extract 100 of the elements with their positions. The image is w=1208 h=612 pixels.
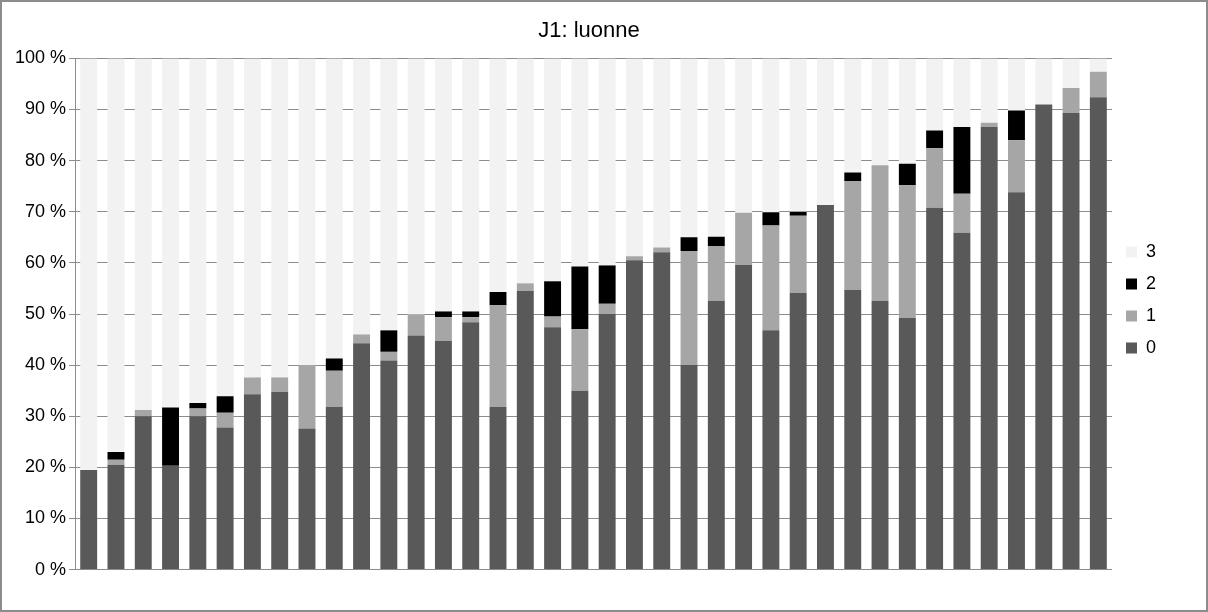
bar <box>571 329 589 391</box>
bar <box>653 252 671 570</box>
bar <box>762 212 780 226</box>
bar <box>789 58 807 212</box>
bar <box>80 58 98 470</box>
y-tick-label: 100 % <box>14 47 67 68</box>
bar <box>926 148 944 208</box>
bar <box>325 407 343 570</box>
bar <box>1008 58 1025 111</box>
bar <box>980 58 998 123</box>
y-tick-label: 80 % <box>25 149 67 170</box>
bar <box>434 58 452 312</box>
bar <box>817 58 834 206</box>
legend-label: 3 <box>1145 240 1156 261</box>
bar <box>571 58 589 267</box>
y-tick-label: 50 % <box>25 302 67 323</box>
bar <box>1035 58 1053 105</box>
bar <box>680 237 698 252</box>
bar <box>325 370 343 408</box>
y-tick-label: 30 % <box>25 405 67 426</box>
bar <box>189 408 207 417</box>
bar <box>189 416 207 570</box>
bar <box>107 464 125 570</box>
bar <box>434 341 452 570</box>
bar <box>434 317 452 342</box>
bar <box>380 58 398 331</box>
bar <box>707 300 725 570</box>
bar <box>243 58 261 378</box>
bar <box>653 58 671 248</box>
bar <box>844 181 862 290</box>
bar <box>898 163 916 186</box>
bar <box>926 58 944 131</box>
bar <box>762 58 780 213</box>
bar <box>325 58 343 359</box>
y-tick-label: 40 % <box>25 354 67 375</box>
bar <box>107 58 125 453</box>
bar <box>216 412 234 428</box>
bar <box>598 58 616 266</box>
bar <box>298 428 316 570</box>
bar <box>544 281 562 317</box>
bar <box>844 58 862 173</box>
bar <box>189 58 207 403</box>
bar <box>353 334 371 344</box>
bar <box>598 265 616 304</box>
bar <box>707 236 725 247</box>
bar <box>707 246 725 301</box>
y-tick-label: 70 % <box>25 200 67 221</box>
bar <box>216 427 234 570</box>
bar <box>489 305 507 408</box>
bar <box>462 58 480 312</box>
bar <box>162 465 180 570</box>
bar <box>1089 71 1107 98</box>
bar <box>735 264 753 570</box>
bar <box>325 358 343 371</box>
bar <box>762 225 780 331</box>
bar <box>489 407 507 570</box>
bar <box>789 293 807 570</box>
bar <box>216 58 234 397</box>
bar <box>407 58 425 315</box>
bar <box>898 185 916 319</box>
bar <box>134 416 152 570</box>
bar <box>571 266 589 330</box>
bar <box>871 165 889 301</box>
bar <box>625 260 643 570</box>
bar <box>271 58 289 378</box>
bar <box>598 314 616 570</box>
bar <box>162 58 180 408</box>
bar <box>134 410 152 417</box>
bar <box>353 58 371 335</box>
bar <box>762 330 780 570</box>
bar <box>516 283 534 291</box>
bar <box>735 212 753 265</box>
bar <box>107 452 125 460</box>
bar <box>926 207 944 570</box>
bar <box>462 311 480 318</box>
bar <box>680 251 698 366</box>
bar <box>544 58 562 282</box>
bar <box>680 365 698 570</box>
bar <box>1008 140 1025 193</box>
bar <box>489 292 507 306</box>
legend-label: 1 <box>1145 304 1156 325</box>
bar <box>844 289 862 570</box>
bar <box>953 193 971 233</box>
y-tick-label: 60 % <box>25 251 67 272</box>
bar <box>817 205 834 570</box>
bar <box>516 291 534 570</box>
chart-title: J1: luonne <box>538 17 640 43</box>
bar <box>1062 58 1080 89</box>
bar <box>625 58 643 257</box>
y-tick-label: 20 % <box>25 456 67 477</box>
bar <box>380 360 398 570</box>
bar <box>1062 88 1080 114</box>
bar <box>380 351 398 361</box>
bar <box>462 322 480 570</box>
bar <box>707 58 725 237</box>
bar <box>898 318 916 570</box>
bar <box>462 317 480 323</box>
bar <box>625 256 643 261</box>
bar <box>489 58 507 293</box>
bar <box>980 126 998 570</box>
